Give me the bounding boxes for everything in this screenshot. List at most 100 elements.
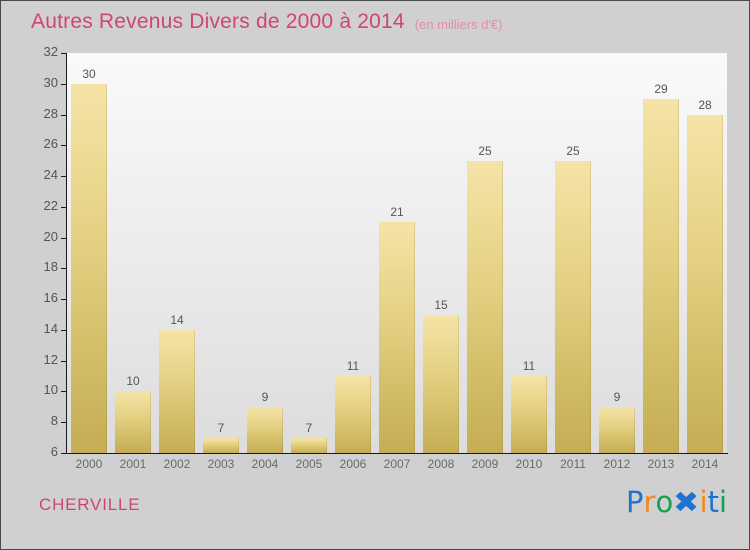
y-axis-tick-mark xyxy=(61,329,67,331)
bar[interactable] xyxy=(247,406,283,453)
x-axis-tick-label: 2008 xyxy=(427,457,455,471)
chart-footer: CHERVILLE Pro✖iti xyxy=(1,479,749,549)
x-axis-tick-label: 2014 xyxy=(691,457,719,471)
bar[interactable] xyxy=(423,314,459,453)
x-axis-tick-label: 2000 xyxy=(75,457,103,471)
bar-group: 14 xyxy=(159,53,195,453)
y-axis-tick-mark xyxy=(61,53,67,54)
bar-group: 28 xyxy=(687,53,723,453)
bar[interactable] xyxy=(599,406,635,453)
y-axis-tick-mark xyxy=(61,360,67,362)
bar-group: 21 xyxy=(379,53,415,453)
logo-letter: ✖ xyxy=(673,485,700,519)
x-axis: 2000 2001 2002 2003 2004 2005 2006 2007 2008 2009… xyxy=(67,455,727,477)
y-axis-tick-label: 20 xyxy=(43,228,58,244)
logo-letter: t xyxy=(707,485,719,519)
bar[interactable] xyxy=(511,376,547,453)
bar[interactable] xyxy=(643,99,679,453)
y-axis: 6 8 10 12 14 16 18 20 22 24 26 28 30 32 xyxy=(1,44,67,459)
bar-value-label: 7 xyxy=(305,420,313,435)
y-axis-tick-mark xyxy=(61,391,67,393)
bar-value-label: 14 xyxy=(170,312,184,327)
bar[interactable] xyxy=(291,437,327,453)
bar-group: 25 xyxy=(555,53,591,453)
y-axis-tick-label: 12 xyxy=(43,351,58,367)
x-axis-line xyxy=(66,453,728,454)
x-axis-tick-label: 2009 xyxy=(471,457,499,471)
bar[interactable] xyxy=(379,222,415,453)
y-axis-tick-label: 26 xyxy=(43,136,58,152)
bar[interactable] xyxy=(687,114,723,453)
page-title: Autres Revenus Divers de 2000 à 2014 xyxy=(31,10,405,33)
bar[interactable] xyxy=(335,376,371,453)
bar-value-label: 29 xyxy=(654,82,668,97)
x-axis-tick-label: 2007 xyxy=(383,457,411,471)
y-axis-tick-label: 32 xyxy=(43,44,58,59)
bar-value-label: 7 xyxy=(217,420,225,435)
y-axis-tick-mark xyxy=(61,453,67,454)
logo-letter: r xyxy=(643,485,656,519)
y-axis-tick-label: 10 xyxy=(43,382,58,398)
x-axis-tick-label: 2011 xyxy=(560,457,586,471)
bar-group: 9 xyxy=(599,53,635,453)
x-axis-tick-label: 2001 xyxy=(119,457,147,471)
y-axis-tick-mark xyxy=(61,299,67,301)
x-axis-tick-label: 2010 xyxy=(515,457,543,471)
place-name: CHERVILLE xyxy=(39,495,141,514)
y-axis-tick-mark xyxy=(61,206,67,208)
y-axis-tick-label: 18 xyxy=(43,259,58,275)
bar-value-label: 11 xyxy=(522,359,536,374)
bar-group: 7 xyxy=(291,53,327,453)
bar-group: 7 xyxy=(203,53,239,453)
bars-layer: 30 10 14 7 9 7 11 21 15 25 11 25 9 29 28 xyxy=(67,53,727,453)
x-axis-tick-label: 2012 xyxy=(603,457,631,471)
chart-header: Autres Revenus Divers de 2000 à 2014 (en… xyxy=(1,1,749,43)
chart-subtitle: (en milliers d'€) xyxy=(414,16,503,32)
x-axis-tick-label: 2003 xyxy=(207,457,235,471)
logo-letter: P xyxy=(626,485,644,519)
bar-group: 9 xyxy=(247,53,283,453)
bar[interactable] xyxy=(555,160,591,453)
bar[interactable] xyxy=(115,391,151,453)
bar-group: 11 xyxy=(511,53,547,453)
x-axis-tick-label: 2004 xyxy=(251,457,279,471)
bar-value-label: 25 xyxy=(478,143,492,158)
bar[interactable] xyxy=(467,160,503,453)
bar-value-label: 10 xyxy=(126,374,140,389)
bar-value-label: 28 xyxy=(698,97,712,112)
y-axis-tick-label: 6 xyxy=(50,444,58,459)
y-axis-tick-label: 30 xyxy=(43,74,58,90)
y-axis-tick-mark xyxy=(61,422,67,424)
y-axis-tick-mark xyxy=(61,237,67,239)
x-axis-tick-label: 2013 xyxy=(647,457,675,471)
x-axis-tick-label: 2006 xyxy=(339,457,367,471)
y-axis-tick-mark xyxy=(61,145,67,147)
bar-value-label: 21 xyxy=(390,205,404,220)
y-axis-line xyxy=(66,53,67,453)
y-axis-tick-mark xyxy=(61,268,67,270)
logo-letter: i xyxy=(699,485,708,519)
bar-value-label: 15 xyxy=(434,297,448,312)
bar[interactable] xyxy=(159,329,195,453)
bar-group: 15 xyxy=(423,53,459,453)
y-axis-tick-label: 14 xyxy=(43,320,58,336)
x-axis-tick-label: 2002 xyxy=(163,457,191,471)
bar-group: 10 xyxy=(115,53,151,453)
logo-letter: i xyxy=(718,485,727,519)
bar-value-label: 11 xyxy=(346,359,360,374)
bar-group: 30 xyxy=(71,53,107,453)
y-axis-tick-label: 28 xyxy=(43,105,58,121)
proxiti-logo[interactable]: Pro✖iti xyxy=(626,485,727,519)
bar[interactable] xyxy=(71,83,107,453)
bar-value-label: 30 xyxy=(82,66,96,81)
bar-group: 11 xyxy=(335,53,371,453)
y-axis-tick-mark xyxy=(61,176,67,178)
bar[interactable] xyxy=(203,437,239,453)
x-axis-tick-label: 2005 xyxy=(295,457,323,471)
y-axis-tick-mark xyxy=(61,83,67,85)
bar-group: 29 xyxy=(643,53,679,453)
logo-letter: o xyxy=(655,485,674,519)
y-axis-tick-label: 16 xyxy=(43,290,58,306)
bar-value-label: 25 xyxy=(566,143,580,158)
